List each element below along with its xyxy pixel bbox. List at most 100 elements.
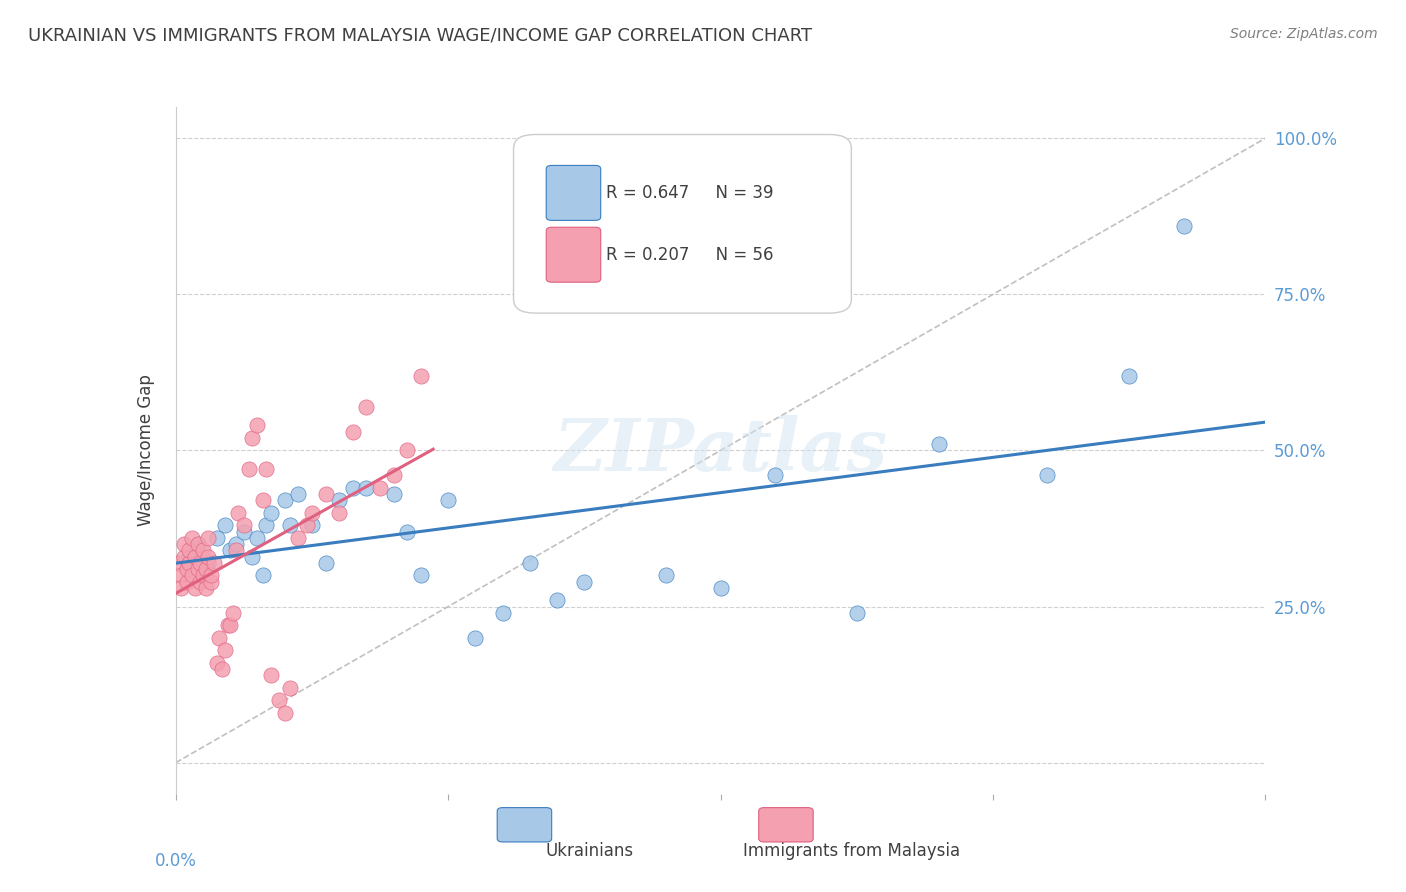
Text: UKRAINIAN VS IMMIGRANTS FROM MALAYSIA WAGE/INCOME GAP CORRELATION CHART: UKRAINIAN VS IMMIGRANTS FROM MALAYSIA WA… <box>28 27 813 45</box>
Text: ZIPatlas: ZIPatlas <box>554 415 887 486</box>
Point <box>173 549 195 564</box>
Point <box>200 574 222 589</box>
Point <box>492 606 515 620</box>
Point <box>382 487 405 501</box>
Point <box>845 606 868 620</box>
Point <box>519 556 541 570</box>
Point <box>188 556 211 570</box>
Point <box>356 481 378 495</box>
Point <box>254 462 277 476</box>
Point <box>246 531 269 545</box>
Point <box>222 606 245 620</box>
Point <box>184 549 207 564</box>
Text: Ukrainians: Ukrainians <box>546 842 634 860</box>
Point <box>252 493 274 508</box>
Point <box>217 618 239 632</box>
Point <box>208 631 231 645</box>
Point <box>186 537 209 551</box>
Point <box>205 656 228 670</box>
Point <box>173 537 195 551</box>
Point <box>181 568 204 582</box>
Point <box>197 549 219 564</box>
Point <box>278 681 301 695</box>
Point <box>179 549 201 564</box>
Point <box>191 568 214 582</box>
Point <box>1118 368 1140 383</box>
FancyBboxPatch shape <box>546 165 600 220</box>
Point <box>1173 219 1195 233</box>
Point <box>574 574 596 589</box>
Y-axis label: Wage/Income Gap: Wage/Income Gap <box>136 375 155 526</box>
Point <box>437 493 460 508</box>
Point <box>214 643 236 657</box>
Point <box>328 506 350 520</box>
Point <box>763 468 786 483</box>
Point <box>287 531 309 545</box>
Point <box>176 574 198 589</box>
Point <box>342 481 364 495</box>
Point <box>464 631 486 645</box>
Point <box>197 531 219 545</box>
Point <box>315 487 337 501</box>
Point <box>219 618 242 632</box>
Point <box>240 549 263 564</box>
Point <box>278 518 301 533</box>
Point <box>170 581 193 595</box>
Point <box>186 562 209 576</box>
Point <box>179 543 201 558</box>
Point <box>176 562 198 576</box>
Point <box>240 431 263 445</box>
Text: Immigrants from Malaysia: Immigrants from Malaysia <box>742 842 960 860</box>
Point <box>260 506 283 520</box>
Point <box>200 568 222 582</box>
FancyBboxPatch shape <box>759 807 813 842</box>
Point <box>194 562 217 576</box>
Point <box>214 518 236 533</box>
Point <box>219 543 242 558</box>
Point <box>232 524 254 539</box>
Point <box>170 568 193 582</box>
Point <box>181 531 204 545</box>
Point <box>655 568 678 582</box>
Point <box>179 556 201 570</box>
Point <box>194 581 217 595</box>
FancyBboxPatch shape <box>513 135 852 313</box>
Point <box>197 556 219 570</box>
Point <box>710 581 733 595</box>
Point <box>928 437 950 451</box>
Point <box>269 693 291 707</box>
Point <box>260 668 283 682</box>
Point <box>301 518 323 533</box>
Point <box>188 574 211 589</box>
Point <box>238 462 260 476</box>
Point <box>167 556 190 570</box>
Text: R = 0.207     N = 56: R = 0.207 N = 56 <box>606 245 773 264</box>
Point <box>254 518 277 533</box>
Point <box>274 706 297 720</box>
Point <box>191 568 214 582</box>
Point <box>409 368 432 383</box>
Point <box>382 468 405 483</box>
Point <box>356 400 378 414</box>
Point <box>274 493 297 508</box>
FancyBboxPatch shape <box>546 227 600 282</box>
Point <box>225 543 247 558</box>
Point <box>368 481 391 495</box>
Point <box>1036 468 1059 483</box>
Point <box>191 543 214 558</box>
FancyBboxPatch shape <box>498 807 551 842</box>
Point <box>546 593 568 607</box>
Text: Source: ZipAtlas.com: Source: ZipAtlas.com <box>1230 27 1378 41</box>
Point <box>396 443 419 458</box>
Point <box>225 537 247 551</box>
Point <box>287 487 309 501</box>
Text: 0.0%: 0.0% <box>155 852 197 871</box>
Point <box>328 493 350 508</box>
Point <box>228 506 250 520</box>
Point <box>301 506 323 520</box>
Point <box>409 568 432 582</box>
Point <box>252 568 274 582</box>
Point <box>232 518 254 533</box>
Point <box>246 418 269 433</box>
Point <box>184 581 207 595</box>
